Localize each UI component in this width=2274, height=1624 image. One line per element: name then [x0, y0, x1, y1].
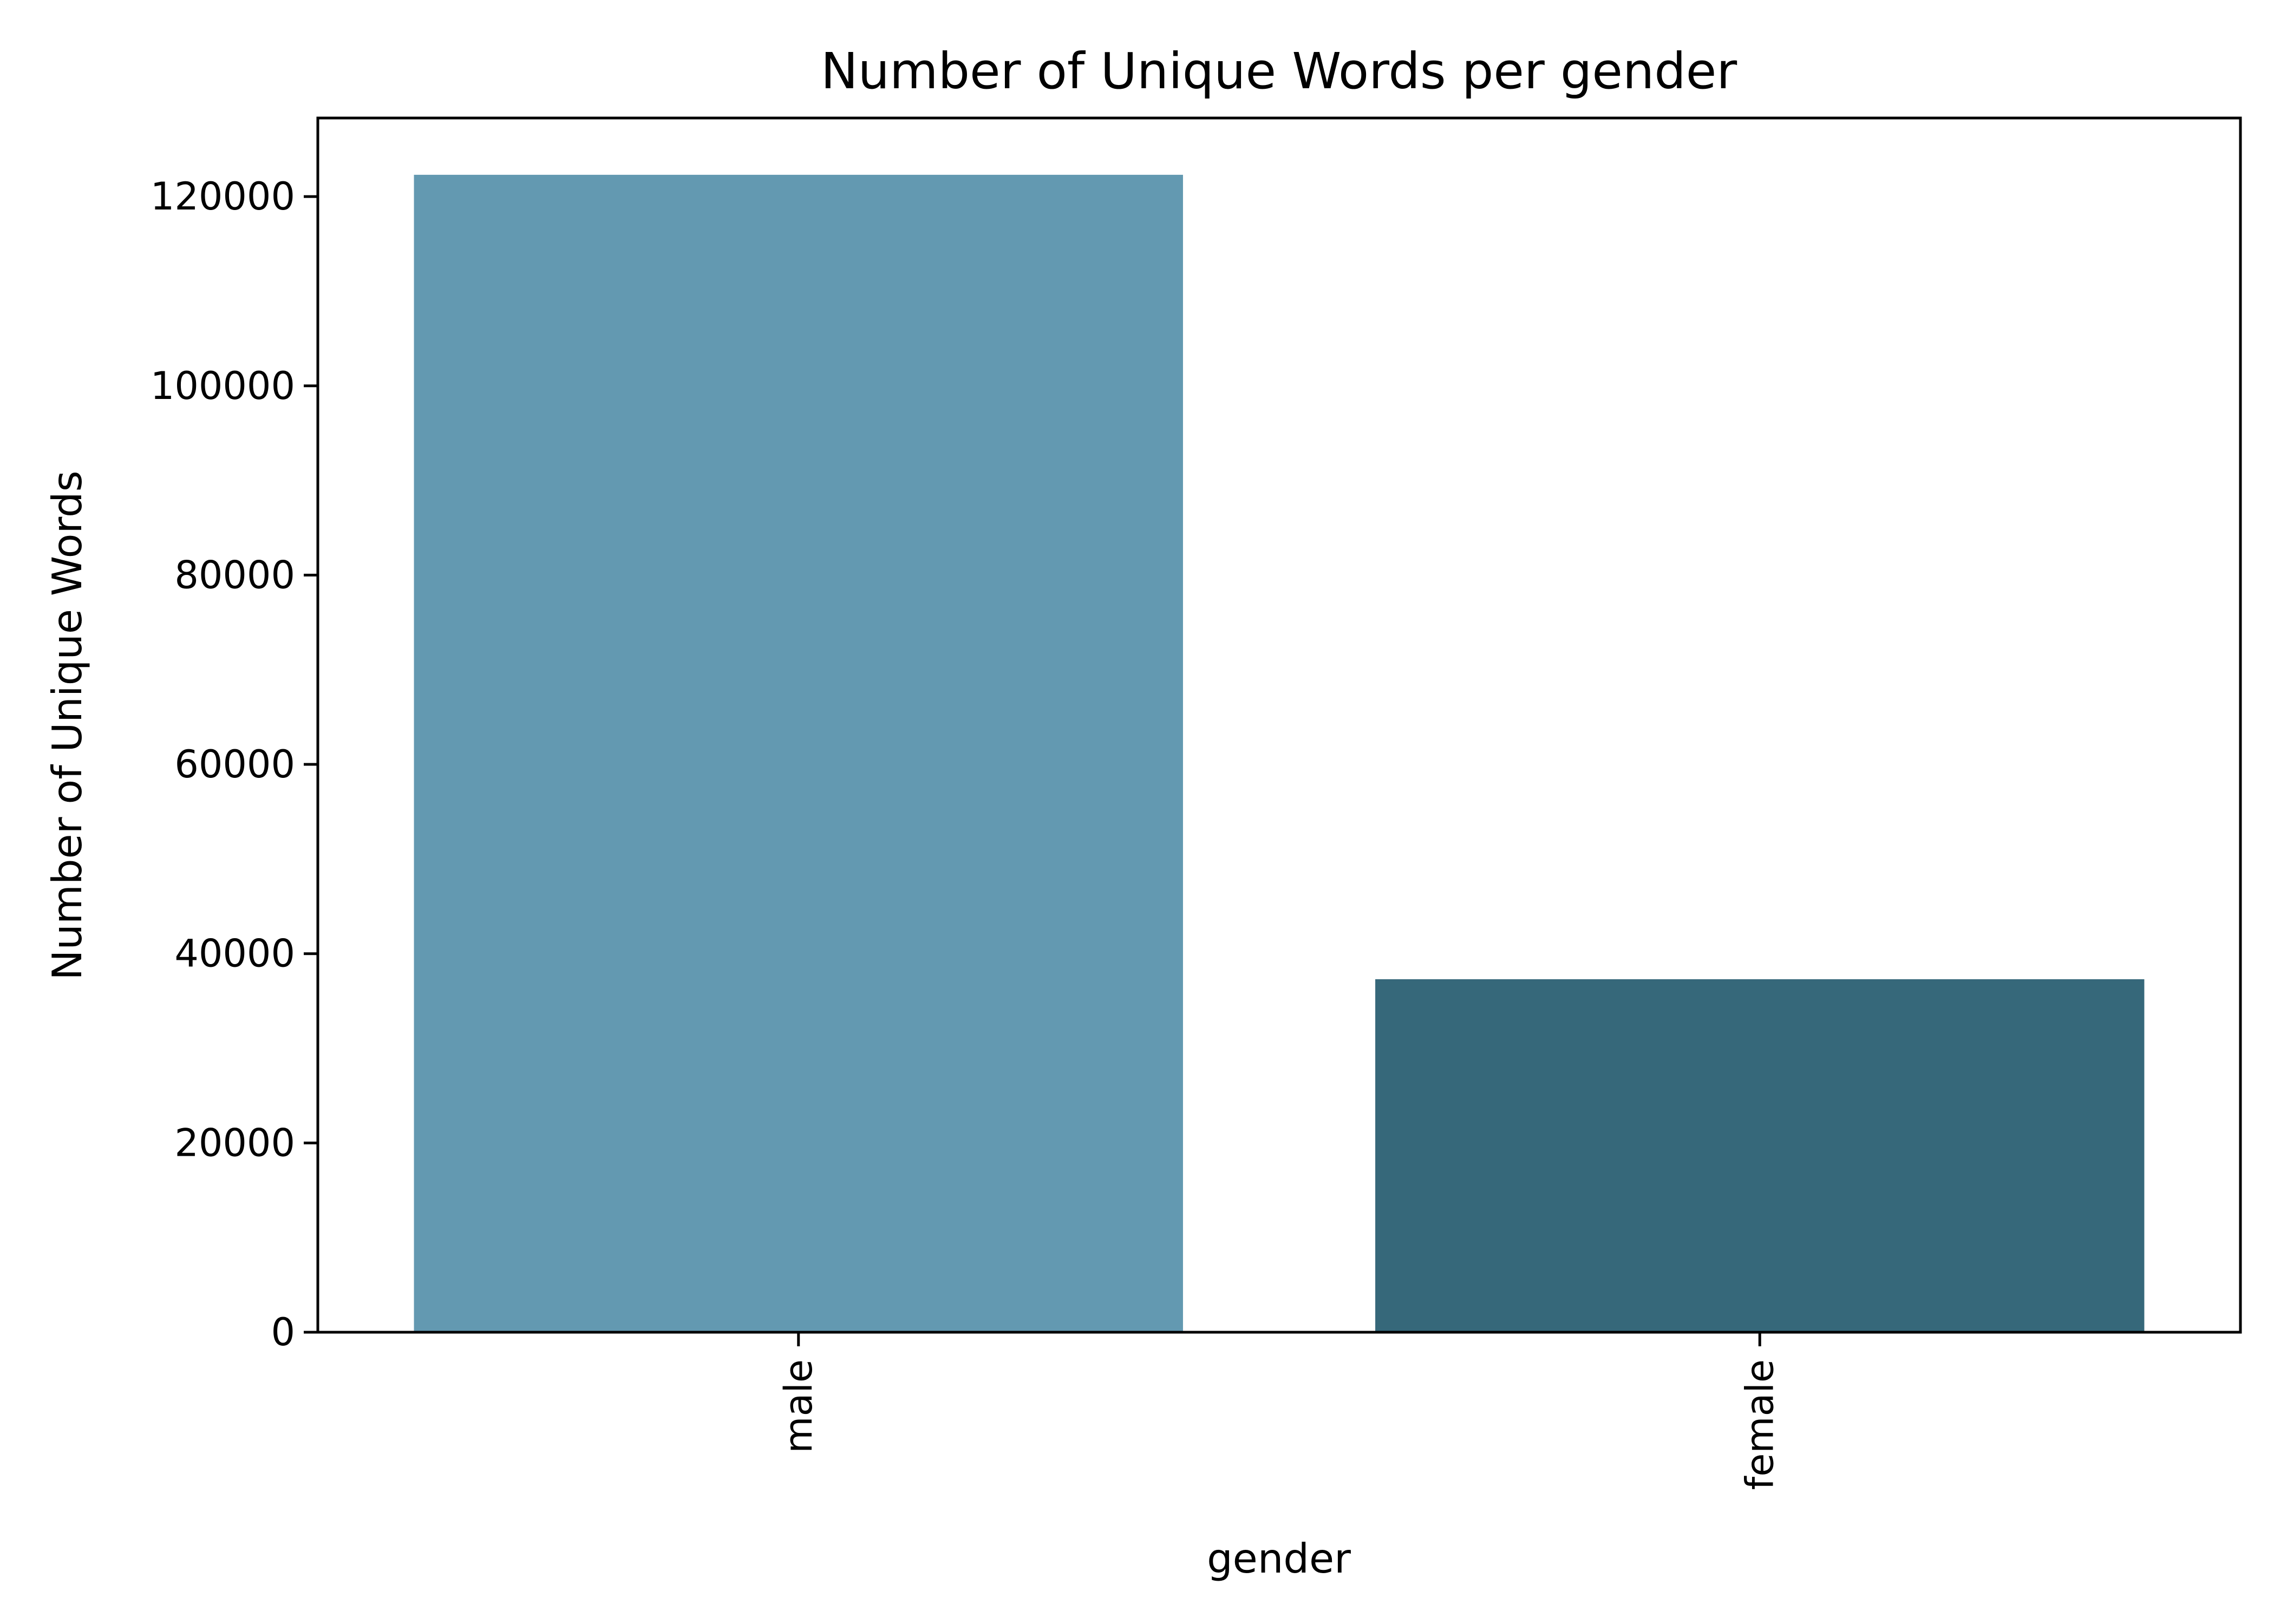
y-tick-label: 80000 [174, 553, 295, 597]
x-axis: male female [776, 1332, 1782, 1490]
plot-frame [316, 116, 2242, 1334]
y-tick-label: 0 [271, 1310, 295, 1354]
y-tick-label: 20000 [174, 1121, 295, 1165]
y-tick-label: 100000 [151, 364, 295, 408]
bar-female [1375, 979, 2145, 1332]
y-tick-label: 60000 [174, 742, 295, 787]
x-axis-label: gender [1207, 1535, 1351, 1582]
bar-male [414, 174, 1183, 1332]
y-axis-label: Number of Unique Words [43, 470, 91, 980]
x-tick-label-male: male [776, 1359, 821, 1453]
chart-title: Number of Unique Words per gender [821, 42, 1737, 100]
x-tick-label-female: female [1737, 1359, 1782, 1490]
bars-group [414, 174, 2145, 1332]
y-tick-label: 40000 [174, 932, 295, 976]
y-axis: 0 20000 40000 60000 80000 100000 120000 [151, 174, 318, 1354]
y-tick-label: 120000 [151, 174, 295, 219]
